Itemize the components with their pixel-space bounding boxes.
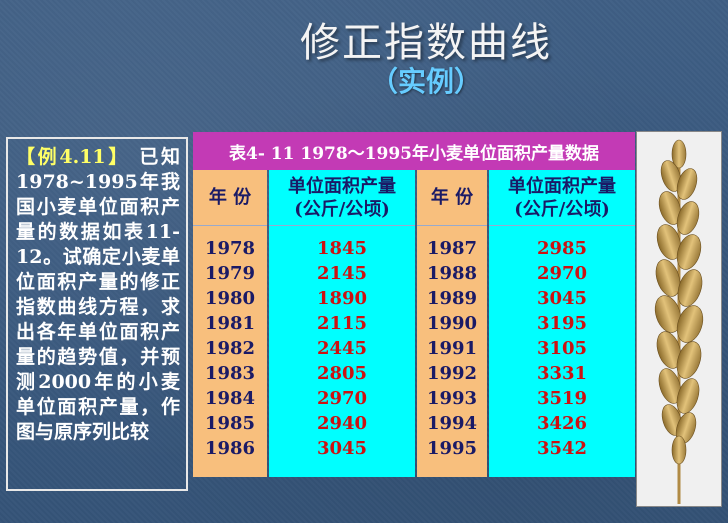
right-value-cells: 2985 2970 3045 3195 3105 3331 3519 3426 3542 <box>489 236 635 461</box>
yield-cell: 3045 <box>316 438 368 459</box>
left-year-column: 年 份 1978 1979 1980 1981 1982 1983 1984 1985 1986 <box>193 170 267 477</box>
yield-cell: 2985 <box>536 238 588 259</box>
year-cell: 1981 <box>204 313 256 334</box>
yield-cell: 1890 <box>316 288 368 309</box>
year-cell: 1982 <box>204 338 256 359</box>
slide-title: 修正指数曲线 <box>300 20 552 66</box>
left-value-cells: 1845 2145 1890 2115 2445 2805 2970 2940 3045 <box>269 236 415 461</box>
right-year-header: 年 份 <box>417 170 487 226</box>
right-value-header: 单位面积产量 (公斤/公顷) <box>489 170 635 226</box>
yield-cell: 1845 <box>316 238 368 259</box>
left-value-header-line2: (公斤/公顷) <box>294 198 390 220</box>
year-cell: 1995 <box>426 438 478 459</box>
yield-cell: 2145 <box>316 263 368 284</box>
year-cell: 1988 <box>426 263 478 284</box>
example-text: 已知1978~1995年我国小麦单位面积产量的数据如表11-12。试确定小麦单位… <box>16 146 180 443</box>
year-cell: 1994 <box>426 413 478 434</box>
example-tag: 【例4.11】 <box>16 146 131 168</box>
yield-cell: 2940 <box>316 413 368 434</box>
yield-cell: 3045 <box>536 288 588 309</box>
year-cell: 1984 <box>204 388 256 409</box>
right-value-header-line1: 单位面积产量 <box>508 175 616 197</box>
example-description: 【例4.11】 已知1978~1995年我国小麦单位面积产量的数据如表11-12… <box>6 137 188 491</box>
yield-cell: 3105 <box>536 338 588 359</box>
yield-cell: 2445 <box>316 338 368 359</box>
yield-cell: 2115 <box>316 313 368 334</box>
yield-cell: 2970 <box>316 388 368 409</box>
year-cell: 1980 <box>204 288 256 309</box>
left-value-header-line1: 单位面积产量 <box>288 175 396 197</box>
yield-cell: 2805 <box>316 363 368 384</box>
wheat-ear-icon <box>636 131 722 507</box>
year-cell: 1985 <box>204 413 256 434</box>
year-cell: 1979 <box>204 263 256 284</box>
yield-cell: 3519 <box>536 388 588 409</box>
right-year-column: 年 份 1987 1988 1989 1990 1991 1992 1993 1994 1995 <box>417 170 487 477</box>
year-cell: 1978 <box>204 238 256 259</box>
yield-cell: 3542 <box>536 438 588 459</box>
left-year-header: 年 份 <box>193 170 267 226</box>
yield-cell: 3331 <box>536 363 588 384</box>
left-value-header: 单位面积产量 (公斤/公顷) <box>269 170 415 226</box>
year-cell: 1989 <box>426 288 478 309</box>
year-cell: 1990 <box>426 313 478 334</box>
year-cell: 1983 <box>204 363 256 384</box>
left-value-column: 单位面积产量 (公斤/公顷) 1845 2145 1890 2115 2445 2805 29… <box>269 170 415 477</box>
yield-cell: 3426 <box>536 413 588 434</box>
slide-subtitle: （实例） <box>370 65 483 98</box>
right-value-header-line2: (公斤/公顷) <box>514 198 610 220</box>
year-cell: 1987 <box>426 238 478 259</box>
yield-cell: 3195 <box>536 313 588 334</box>
yield-cell: 2970 <box>536 263 588 284</box>
left-year-cells: 1978 1979 1980 1981 1982 1983 1984 1985 1986 <box>193 236 267 461</box>
year-cell: 1993 <box>426 388 478 409</box>
table-caption: 表4- 11 1978～1995年小麦单位面积产量数据 <box>193 132 635 170</box>
year-cell: 1992 <box>426 363 478 384</box>
right-year-cells: 1987 1988 1989 1990 1991 1992 1993 1994 1995 <box>417 236 487 461</box>
year-cell: 1991 <box>426 338 478 359</box>
year-cell: 1986 <box>204 438 256 459</box>
right-value-column: 单位面积产量 (公斤/公顷) 2985 2970 3045 3195 3105 3331 35… <box>489 170 635 477</box>
yield-table: 表4- 11 1978～1995年小麦单位面积产量数据 年 份 1978 1979… <box>193 132 635 477</box>
